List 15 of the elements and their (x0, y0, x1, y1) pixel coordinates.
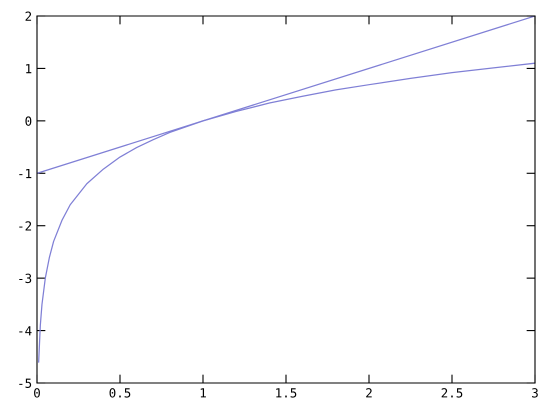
y-tick-label: -2 (19, 221, 32, 230)
x-tick-label: 0.5 (110, 388, 130, 398)
x-tick-label: 2.5 (442, 388, 462, 398)
y-tick-label: -5 (19, 378, 32, 388)
x-tick-label: 1 (200, 388, 206, 398)
y-tick-label: -1 (19, 168, 32, 178)
y-tick-label: 0 (25, 116, 32, 126)
x-tick-label: 0 (34, 388, 40, 398)
y-tick-label: -3 (19, 274, 32, 284)
y-tick-label: 1 (26, 64, 32, 74)
x-tick-label: 1.5 (276, 388, 296, 398)
y-tick-label: 2 (26, 12, 32, 21)
y-tick-label: -4 (19, 326, 32, 336)
x-tick-label: 2 (366, 388, 372, 398)
x-tick-label: 3 (532, 388, 538, 398)
